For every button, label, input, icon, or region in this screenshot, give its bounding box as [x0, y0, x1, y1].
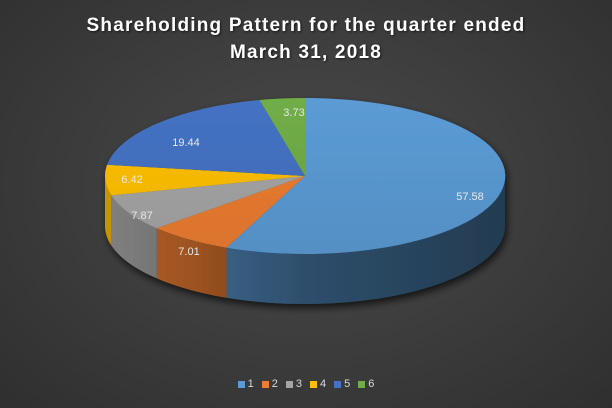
pie-side-1 [226, 176, 505, 304]
legend-swatch-icon [310, 380, 317, 388]
legend-swatch-icon [237, 380, 245, 388]
legend-item-1[interactable]: 1 [237, 378, 254, 390]
legend-swatch-icon [261, 380, 269, 388]
legend-item-6[interactable]: 6 [358, 378, 374, 390]
legend-label: 1 [247, 378, 254, 390]
pie-slice-1[interactable] [226, 97, 506, 254]
legend-label: 3 [295, 378, 302, 390]
data-label-3: 7.87 [131, 210, 152, 222]
legend-label: 6 [368, 378, 375, 390]
legend-swatch-icon [334, 380, 342, 388]
data-label-6: 3.73 [283, 107, 304, 119]
pie-slice-5[interactable] [107, 100, 305, 176]
legend-label: 2 [271, 378, 278, 390]
legend-label: 5 [344, 378, 351, 390]
pie-slice-4[interactable] [105, 164, 305, 196]
chart-title-line2: March 31, 2018 [230, 42, 382, 63]
pie-slices [105, 97, 506, 304]
data-label-4: 6.42 [121, 174, 142, 186]
pie-slice-2[interactable] [156, 176, 305, 248]
data-label-5: 19.44 [172, 137, 200, 149]
pie-slice-6[interactable] [259, 97, 306, 176]
data-label-2: 7.01 [178, 246, 199, 258]
legend-item-3[interactable]: 3 [285, 378, 302, 390]
pie-side-4 [105, 176, 112, 246]
chart-legend: 1 2 3 4 5 6 [0, 378, 612, 390]
legend-item-4[interactable]: 4 [310, 378, 326, 390]
legend-swatch-icon [358, 380, 366, 388]
pie-slice-3[interactable] [111, 176, 305, 229]
legend-swatch-icon [285, 380, 293, 388]
legend-label: 4 [320, 378, 327, 390]
data-labels: 57.58 7.01 7.87 6.42 19.44 3.73 [121, 107, 483, 258]
pie-side-2 [156, 228, 227, 298]
pie-side-3 [111, 195, 157, 279]
legend-item-2[interactable]: 2 [261, 378, 278, 390]
legend-item-5[interactable]: 5 [334, 378, 350, 390]
data-label-1: 57.58 [456, 191, 484, 203]
chart-title-line1: Shareholding Pattern for the quarter end… [86, 15, 526, 36]
